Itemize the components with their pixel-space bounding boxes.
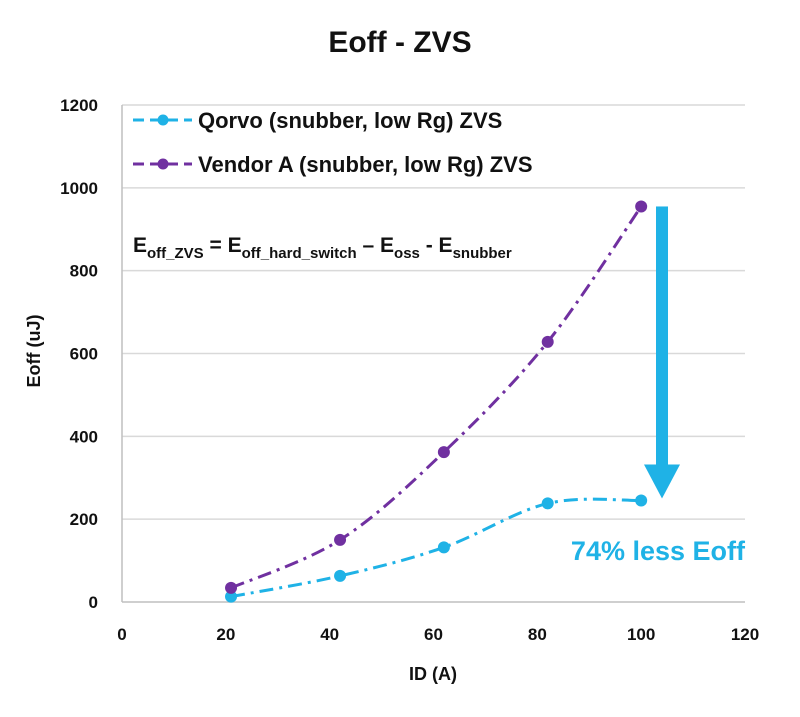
series-line-vendor-a [230, 205, 643, 590]
eoff-formula-annotation: Eoff_ZVS = Eoff_hard_switch – Eoss - Esn… [133, 234, 512, 262]
data-point-qorvo [334, 569, 347, 582]
legend-marker-qorvo [157, 114, 169, 126]
legend-entry-qorvo: Qorvo (snubber, low Rg) ZVS [133, 108, 502, 133]
series-line-qorvo [230, 497, 642, 599]
formula-sub-off-zvs: off_ZVS [147, 245, 204, 262]
formula-equals: = E [204, 234, 242, 257]
legend-entry-vendor-a: Vendor A (snubber, low Rg) ZVS [133, 152, 533, 177]
formula-sub-oss: oss [394, 245, 420, 262]
x-axis-label: ID (A) [409, 664, 457, 684]
formula-minus-oss: – E [357, 234, 394, 257]
data-point-vendor-a [334, 533, 347, 546]
reduction-arrow [644, 206, 680, 499]
arrow-head [644, 464, 680, 499]
y-axis-label: Eoff (uJ) [24, 315, 44, 388]
arrow-shaft [656, 206, 668, 465]
x-tick-label: 100 [627, 625, 655, 644]
data-point-vendor-a [541, 335, 554, 348]
data-point-vendor-a [437, 446, 450, 459]
formula-minus-snubber: - E [420, 234, 453, 257]
legend-marker-vendor-a [157, 158, 169, 170]
x-tick-label: 0 [117, 625, 126, 644]
y-tick-label: 1000 [60, 179, 98, 198]
y-tick-label: 0 [89, 593, 98, 612]
series-lines [225, 200, 648, 603]
x-tick-label: 80 [528, 625, 547, 644]
data-point-qorvo [437, 541, 450, 554]
y-tick-label: 1200 [60, 96, 98, 115]
data-point-vendor-a [635, 200, 648, 213]
data-point-qorvo [635, 494, 648, 507]
y-tick-label: 600 [70, 345, 98, 364]
legend-label-qorvo: Qorvo (snubber, low Rg) ZVS [198, 108, 502, 133]
data-point-qorvo [225, 590, 238, 603]
x-tick-label: 60 [424, 625, 443, 644]
y-tick-label: 800 [70, 262, 98, 281]
legend-label-vendor-a: Vendor A (snubber, low Rg) ZVS [198, 152, 533, 177]
formula-sub-snubber: snubber [453, 245, 512, 262]
grid-lines [122, 104, 745, 520]
x-tick-label: 40 [320, 625, 339, 644]
x-tick-label: 20 [216, 625, 235, 644]
formula-e: E [133, 234, 147, 257]
reduction-callout: 74% less Eoff [571, 536, 746, 566]
y-tick-label: 400 [70, 427, 98, 446]
chart-title: Eoff - ZVS [328, 26, 471, 59]
y-tick-labels: 0 200 400 600 800 1000 1200 [60, 96, 98, 612]
formula-sub-hard-switch: off_hard_switch [242, 245, 357, 262]
legend: Qorvo (snubber, low Rg) ZVS Vendor A (sn… [133, 108, 533, 177]
y-tick-label: 200 [70, 510, 98, 529]
x-tick-label: 120 [731, 625, 759, 644]
data-point-qorvo [541, 497, 554, 510]
data-point-vendor-a [225, 581, 238, 594]
axes [121, 105, 745, 603]
x-tick-labels: 0 20 40 60 80 100 120 [117, 625, 759, 644]
